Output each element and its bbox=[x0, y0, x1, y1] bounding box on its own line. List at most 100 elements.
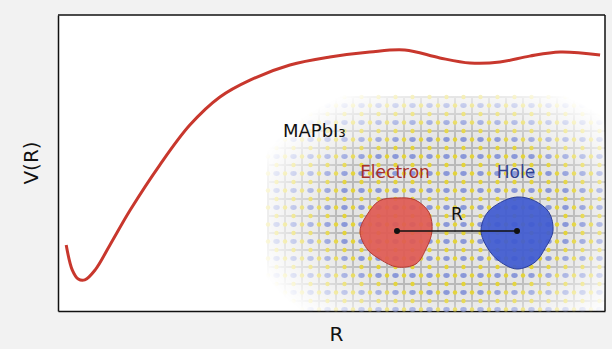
iodine-atom bbox=[342, 265, 346, 269]
iodine-atom bbox=[461, 265, 465, 269]
iodine-atom bbox=[342, 95, 346, 99]
cation bbox=[409, 188, 415, 193]
iodine-atom bbox=[351, 273, 355, 277]
iodine-atom bbox=[495, 112, 499, 116]
iodine-atom bbox=[402, 154, 406, 158]
iodine-atom bbox=[274, 214, 278, 218]
iodine-atom bbox=[385, 137, 389, 141]
iodine-atom bbox=[470, 290, 474, 294]
iodine-atom bbox=[291, 265, 295, 269]
cation bbox=[528, 154, 534, 159]
iodine-atom bbox=[325, 282, 329, 286]
iodine-atom bbox=[478, 112, 482, 116]
iodine-atom bbox=[351, 307, 355, 311]
iodine-atom bbox=[470, 273, 474, 277]
cation bbox=[392, 137, 398, 142]
iodine-atom bbox=[283, 239, 287, 243]
iodine-atom bbox=[555, 290, 559, 294]
cation bbox=[443, 120, 449, 125]
iodine-atom bbox=[504, 290, 508, 294]
iodine-atom bbox=[555, 171, 559, 175]
iodine-atom bbox=[589, 120, 593, 124]
cation bbox=[375, 273, 381, 278]
cation bbox=[443, 290, 449, 295]
iodine-atom bbox=[291, 282, 295, 286]
iodine-atom bbox=[410, 95, 414, 99]
cation bbox=[579, 120, 585, 125]
cation bbox=[596, 103, 602, 108]
iodine-atom bbox=[308, 265, 312, 269]
cation bbox=[443, 256, 449, 261]
iodine-atom bbox=[325, 197, 329, 201]
iodine-atom bbox=[266, 120, 270, 124]
iodine-atom bbox=[572, 171, 576, 175]
iodine-atom bbox=[402, 188, 406, 192]
iodine-atom bbox=[597, 265, 601, 269]
cation bbox=[426, 307, 432, 312]
iodine-atom bbox=[546, 248, 550, 252]
lattice-line bbox=[488, 97, 490, 311]
cation bbox=[341, 154, 347, 159]
cation bbox=[494, 273, 500, 278]
cation bbox=[392, 307, 398, 312]
cation bbox=[409, 154, 415, 159]
iodine-atom bbox=[453, 307, 457, 311]
iodine-atom bbox=[495, 95, 499, 99]
cation bbox=[528, 290, 534, 295]
iodine-atom bbox=[359, 112, 363, 116]
iodine-atom bbox=[308, 146, 312, 150]
cation bbox=[409, 103, 415, 108]
lattice-line bbox=[268, 96, 605, 98]
iodine-atom bbox=[495, 129, 499, 133]
iodine-atom bbox=[325, 214, 329, 218]
iodine-atom bbox=[291, 231, 295, 235]
cation bbox=[477, 137, 483, 142]
iodine-atom bbox=[538, 273, 542, 277]
iodine-atom bbox=[351, 205, 355, 209]
cation bbox=[324, 154, 330, 159]
iodine-atom bbox=[478, 248, 482, 252]
cation bbox=[375, 307, 381, 312]
cation bbox=[392, 290, 398, 295]
iodine-atom bbox=[274, 112, 278, 116]
iodine-atom bbox=[393, 282, 397, 286]
iodine-atom bbox=[572, 307, 576, 311]
cation bbox=[460, 137, 466, 142]
iodine-atom bbox=[589, 137, 593, 141]
iodine-atom bbox=[419, 188, 423, 192]
cation bbox=[596, 256, 602, 261]
iodine-atom bbox=[274, 231, 278, 235]
iodine-atom bbox=[487, 273, 491, 277]
cation bbox=[426, 137, 432, 142]
cation bbox=[545, 171, 551, 176]
iodine-atom bbox=[538, 307, 542, 311]
iodine-atom bbox=[504, 154, 508, 158]
cation bbox=[290, 307, 296, 312]
iodine-atom bbox=[436, 222, 440, 226]
iodine-atom bbox=[300, 154, 304, 158]
cation bbox=[494, 137, 500, 142]
iodine-atom bbox=[546, 299, 550, 303]
iodine-atom bbox=[444, 299, 448, 303]
cation bbox=[477, 171, 483, 176]
iodine-atom bbox=[504, 120, 508, 124]
iodine-atom bbox=[478, 163, 482, 167]
cation bbox=[341, 290, 347, 295]
cation bbox=[341, 222, 347, 227]
cation bbox=[290, 205, 296, 210]
cation bbox=[324, 307, 330, 312]
iodine-atom bbox=[444, 112, 448, 116]
iodine-atom bbox=[546, 197, 550, 201]
cation bbox=[307, 273, 313, 278]
iodine-atom bbox=[555, 222, 559, 226]
iodine-atom bbox=[461, 129, 465, 133]
cation bbox=[341, 171, 347, 176]
iodine-atom bbox=[325, 248, 329, 252]
cation bbox=[562, 137, 568, 142]
cation bbox=[596, 273, 602, 278]
iodine-atom bbox=[504, 137, 508, 141]
cation bbox=[307, 222, 313, 227]
iodine-atom bbox=[563, 163, 567, 167]
iodine-atom bbox=[529, 95, 533, 99]
iodine-atom bbox=[342, 197, 346, 201]
